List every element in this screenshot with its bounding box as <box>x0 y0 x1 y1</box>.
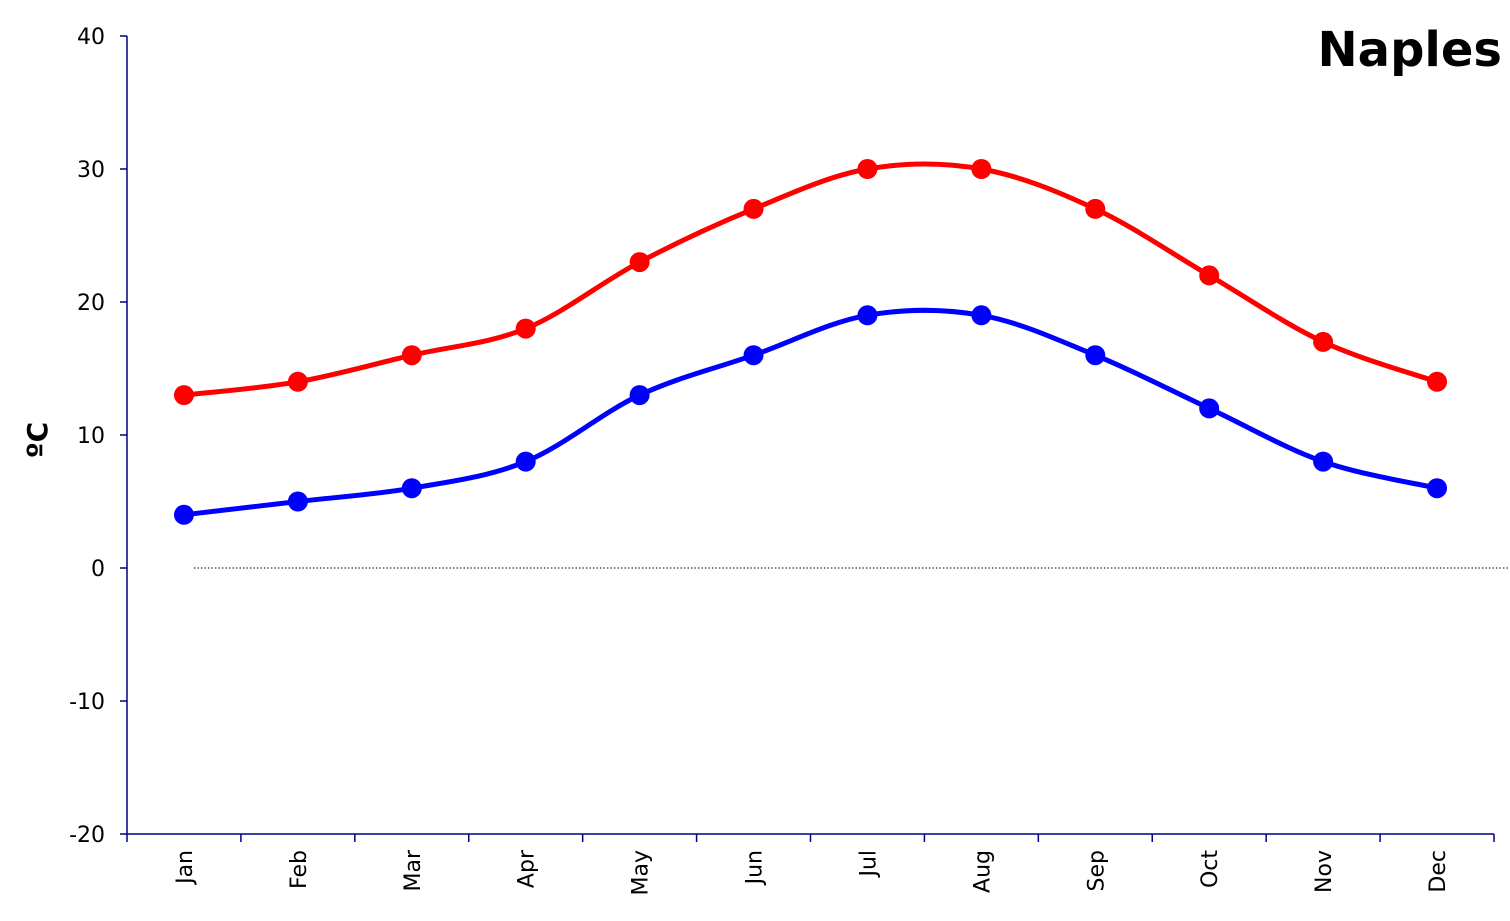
y-axis-label: ºC <box>21 422 54 458</box>
chart-title: Naples <box>1318 22 1503 78</box>
data-point <box>1427 371 1448 392</box>
x-tick-label: Sep <box>1084 850 1109 891</box>
data-point <box>629 252 650 273</box>
y-tick-label: 20 <box>77 291 105 316</box>
data-point <box>1427 478 1448 499</box>
series-group <box>173 159 1448 525</box>
x-tick-label: May <box>629 850 654 895</box>
data-point <box>1085 198 1106 219</box>
y-tick-label: -10 <box>69 690 105 715</box>
data-point <box>1199 265 1220 286</box>
data-point <box>515 318 536 339</box>
data-point <box>1199 398 1220 419</box>
data-point <box>401 345 422 366</box>
data-point <box>1085 345 1106 366</box>
y-tick-label: 30 <box>77 158 105 183</box>
y-tick-label: 10 <box>77 424 105 449</box>
data-point <box>971 159 992 179</box>
series-line-0 <box>183 161 1438 398</box>
data-point <box>173 504 194 525</box>
data-point <box>515 451 536 472</box>
data-point <box>287 491 308 512</box>
x-tick-label: Jun <box>743 850 768 886</box>
data-point <box>857 159 878 179</box>
x-tick-label: Apr <box>515 849 540 888</box>
series-line-1 <box>183 307 1438 518</box>
data-point <box>287 371 308 392</box>
data-point <box>743 198 764 219</box>
tick-labels: -20 -10 0 10 20 30 40 Jan Feb Mar Apr May Jun Jul Aug S… <box>69 25 1451 895</box>
data-point <box>743 345 764 366</box>
x-tick-label: Feb <box>287 850 312 889</box>
x-tick-label: Mar <box>401 849 426 891</box>
data-point <box>629 385 650 406</box>
data-point <box>857 305 878 326</box>
x-tick-label: Oct <box>1198 850 1223 888</box>
data-point <box>971 305 992 326</box>
y-tick-label: 0 <box>91 557 105 582</box>
y-tick-label: 40 <box>77 25 105 50</box>
data-point <box>401 478 422 499</box>
x-tick-label: Jul <box>856 850 881 879</box>
y-tick-label: -20 <box>69 823 105 848</box>
x-tick-label: Jan <box>173 850 198 886</box>
data-point <box>173 385 194 406</box>
data-point <box>1313 451 1334 472</box>
data-point <box>1313 331 1334 352</box>
x-tick-label: Aug <box>970 850 995 893</box>
x-tick-label: Nov <box>1312 850 1337 893</box>
chart-axes <box>120 35 1510 842</box>
x-tick-label: Dec <box>1426 850 1451 893</box>
